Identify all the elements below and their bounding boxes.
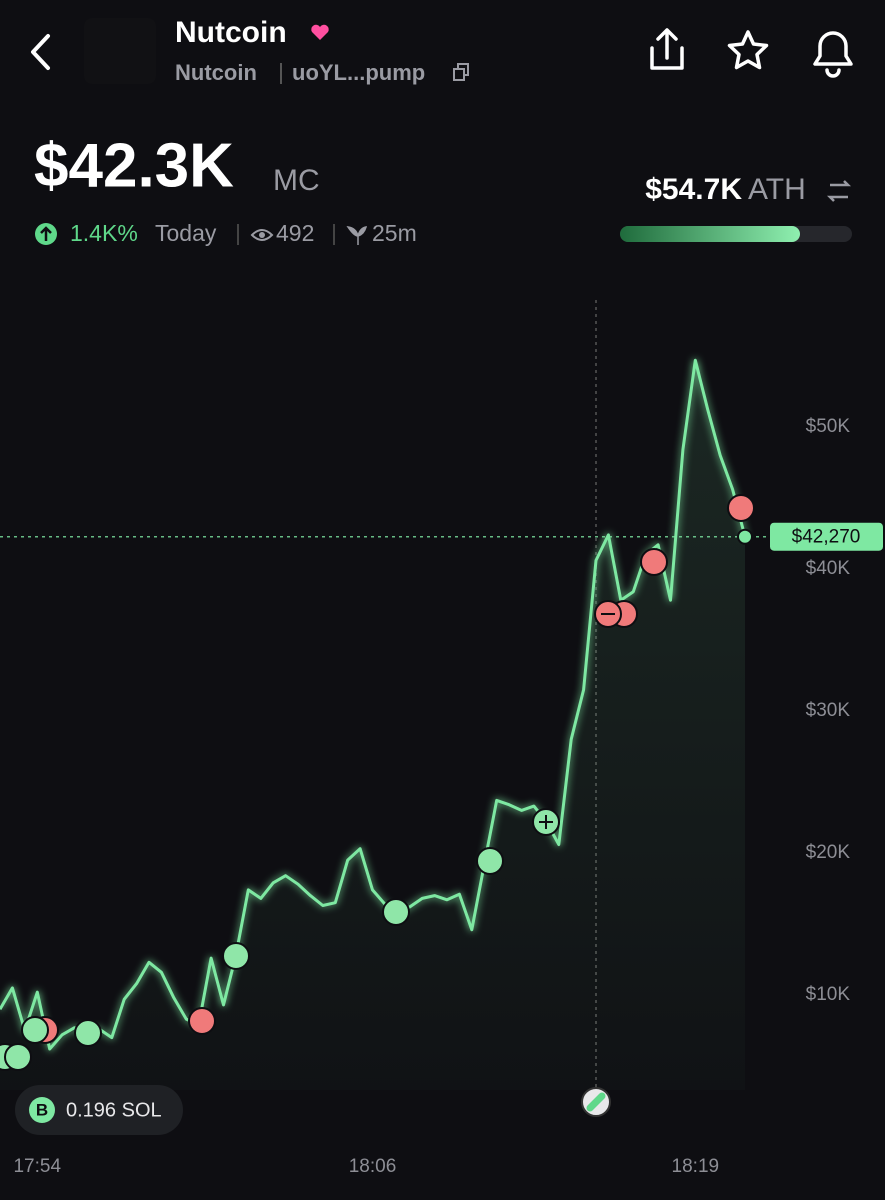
x-tick-label: 18:06: [349, 1156, 397, 1177]
price-line: [0, 358, 747, 1051]
trade-marker[interactable]: [476, 847, 504, 875]
y-tick-label: $40K: [806, 558, 851, 579]
swap-icon[interactable]: [826, 180, 852, 202]
position-pill[interactable]: [15, 1085, 183, 1135]
copy-icon[interactable]: [453, 63, 469, 81]
trade-marker[interactable]: [640, 548, 668, 576]
x-tick-label: 18:19: [672, 1156, 720, 1177]
alert-button[interactable]: [813, 31, 853, 78]
change-period: Today: [155, 220, 217, 246]
position-badge-text: B: [36, 1100, 48, 1119]
trade-marker[interactable]: [21, 1016, 49, 1044]
position-badge: [29, 1097, 55, 1123]
eye-icon: [250, 229, 274, 241]
heart-icon[interactable]: [311, 24, 329, 40]
trade-markers: [0, 494, 755, 1071]
age: 25m: [372, 220, 417, 246]
plot: $10K $20K $30K $40K $50K 17:54 18:06 18:19 $42,2…: [0, 358, 883, 1177]
pill-icon: [586, 1092, 606, 1112]
change: 1.4K%: [70, 220, 138, 246]
market-cap: $42.3K: [34, 131, 234, 200]
back-button[interactable]: [31, 34, 50, 70]
share-button[interactable]: [650, 28, 684, 70]
token-logo: [84, 18, 156, 84]
y-tick-label: $20K: [806, 842, 851, 863]
y-tick-label: $10K: [806, 984, 851, 1005]
y-tick-label: $30K: [806, 700, 851, 721]
ath-progress: [620, 226, 800, 242]
plus-icon: [539, 815, 553, 829]
ath-label: ATH: [748, 173, 806, 206]
trade-marker[interactable]: [74, 1019, 102, 1047]
token-address: uoYL...pump: [292, 60, 425, 85]
age-icon: [346, 226, 368, 245]
trade-marker[interactable]: [382, 898, 410, 926]
x-tick-label: 17:54: [13, 1156, 61, 1177]
market-cap-unit: MC: [273, 164, 320, 197]
current-price-label: $42,270: [792, 527, 861, 548]
favorite-button[interactable]: [727, 30, 769, 70]
position-amount: 0.196 SOL: [66, 1099, 162, 1121]
token-name: Nutcoin: [175, 60, 257, 85]
trade-marker[interactable]: [4, 1043, 32, 1071]
y-tick-label: $50K: [806, 416, 851, 437]
trade-marker[interactable]: [188, 1007, 216, 1035]
current-price-tag: [770, 522, 883, 551]
token-title: Nutcoin: [175, 16, 287, 49]
up-arrow: [40, 226, 52, 241]
ath-value: $54.7K: [645, 173, 742, 206]
views: 492: [276, 220, 314, 246]
trade-marker[interactable]: [222, 942, 250, 970]
eye-pupil: [259, 232, 265, 238]
trade-marker[interactable]: [727, 494, 755, 522]
area-fill: [0, 360, 745, 1090]
last-point: [737, 528, 753, 545]
